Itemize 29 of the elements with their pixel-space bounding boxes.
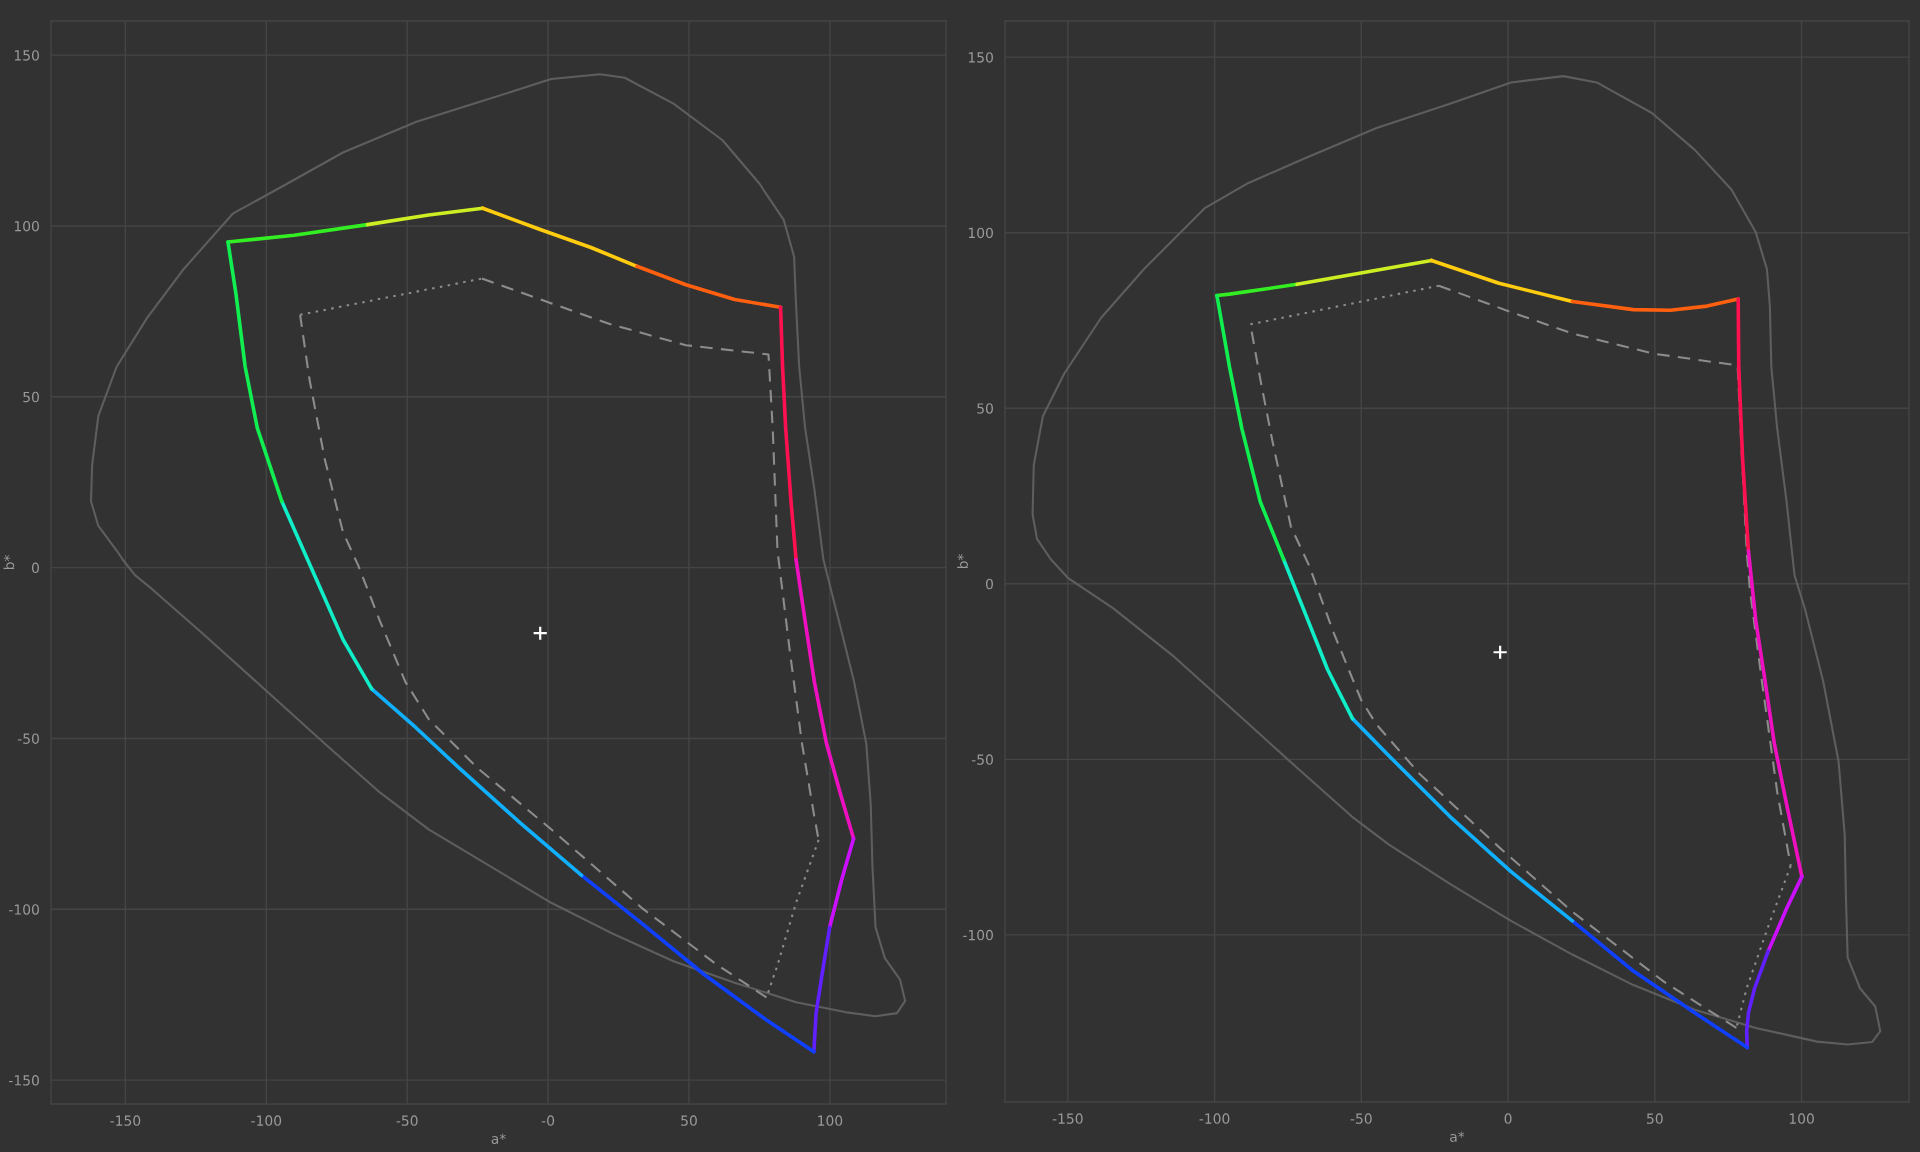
x-tick-label: 100: [818, 1115, 843, 1126]
y-tick-label: 150: [968, 52, 993, 63]
x-tick-label: -0: [541, 1115, 555, 1126]
x-tick-label: -150: [1052, 1113, 1083, 1124]
y-tick-label: -50: [17, 733, 39, 744]
y-tick-label: 0: [31, 562, 39, 574]
x-tick-label: 50: [1647, 1113, 1663, 1124]
x-tick-label: -100: [1199, 1113, 1230, 1124]
y-tick-label: -100: [9, 904, 39, 915]
x-tick-label: -150: [110, 1115, 141, 1126]
x-tick-label: 50: [681, 1115, 697, 1126]
y-tick-label: 150: [14, 50, 39, 61]
y-axis-title: b*: [957, 554, 968, 569]
y-tick-label: 100: [968, 227, 993, 239]
y-tick-label: 50: [23, 391, 39, 403]
x-tick-label: -50: [396, 1115, 418, 1126]
x-tick-label: -50: [1350, 1113, 1372, 1124]
x-axis-title: a*: [491, 1133, 506, 1144]
x-tick-label: 0: [1504, 1113, 1512, 1124]
x-axis-title: a*: [1450, 1131, 1465, 1142]
y-tick-label: -150: [9, 1075, 39, 1086]
y-axis-title: b*: [3, 555, 15, 570]
y-tick-label: 100: [14, 220, 39, 232]
y-tick-label: 0: [985, 578, 993, 590]
y-tick-label: 50: [977, 403, 993, 414]
y-tick-label: -100: [963, 929, 993, 941]
y-tick-label: -50: [971, 754, 993, 765]
x-tick-label: -100: [251, 1115, 282, 1126]
x-tick-label: 100: [1789, 1113, 1814, 1124]
